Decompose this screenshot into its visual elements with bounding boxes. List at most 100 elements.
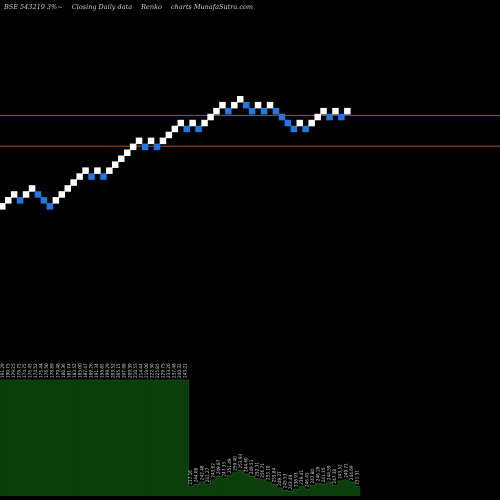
renko-brick-up <box>129 143 137 151</box>
volume-tick-label: 195.85 <box>100 363 105 378</box>
volume-bar <box>271 484 278 496</box>
volume-bar <box>144 380 150 496</box>
volume-bar <box>27 380 34 496</box>
renko-brick-up <box>296 119 303 127</box>
volume-tick-label: 199.29 <box>105 363 110 378</box>
renko-brick-up <box>0 203 6 210</box>
volume-tick-label: 187.47 <box>83 363 88 378</box>
volume-bar <box>204 484 211 496</box>
volume-tick-label: 176.50 <box>44 363 49 378</box>
volume-bar <box>188 486 195 496</box>
volume-tick-label: 247.38 <box>332 469 337 484</box>
volume-tick-label: 225.85 <box>155 363 160 378</box>
renko-brick-down <box>195 125 202 133</box>
volume-bar <box>110 380 117 496</box>
volume-bar <box>337 480 344 496</box>
volume-bar <box>288 491 294 496</box>
renko-brick-up <box>5 197 12 204</box>
volume-bar <box>238 470 244 496</box>
renko-brick-up <box>308 119 315 127</box>
volume-tick-label: 246.45 <box>304 472 309 487</box>
renko-brick-down <box>34 191 42 198</box>
renko-brick-up <box>147 137 155 145</box>
renko-brick-down <box>248 107 256 115</box>
renko-brick-up <box>106 167 113 174</box>
volume-tick-label: 210.53 <box>133 363 138 378</box>
renko-bricks <box>0 96 351 210</box>
volume-bar <box>216 476 222 496</box>
renko-brick-up <box>231 101 238 109</box>
volume-bar <box>22 380 28 496</box>
volume-outline <box>0 379 360 492</box>
volume-tick-label: 183.52 <box>72 363 77 378</box>
volume-tick-label: 249.71 <box>343 463 348 478</box>
volume-tick-label: 175.44 <box>39 363 44 378</box>
volume-bar <box>121 380 128 496</box>
volume-bar <box>326 482 333 496</box>
volume-bar <box>182 380 189 496</box>
volume-bar <box>265 482 272 496</box>
volume-tick-label: 174.52 <box>33 363 38 378</box>
volume-bar <box>44 380 51 496</box>
volume-tick-label: 179.25 <box>11 363 16 378</box>
volume-bar <box>304 489 311 496</box>
volume-tick-label: 176.45 <box>28 363 33 378</box>
volume-tick-label: 243.49 <box>288 474 293 489</box>
volume-area <box>0 379 361 496</box>
volume-bar <box>260 479 267 496</box>
volume-bar <box>321 484 328 496</box>
volume-bar <box>83 380 89 496</box>
volume-tick-label: 178.75 <box>16 363 21 378</box>
volume-bar <box>354 486 361 496</box>
renko-brick-down <box>100 173 107 180</box>
renko-brick-down <box>88 173 95 180</box>
chart-kind-label: Renko <box>141 3 162 11</box>
volume-tick-label: 238.93 <box>293 472 298 487</box>
volume-bar <box>155 380 161 496</box>
volume-tick-label: 252.31 <box>255 462 260 477</box>
volume-bar <box>160 380 167 496</box>
volume-tick-label: 209.39 <box>127 363 132 378</box>
renko-brick-up <box>320 107 327 115</box>
volume-tick-label: 203.52 <box>111 363 116 378</box>
renko-brick-down <box>272 107 280 115</box>
volume-tick-label: 237.16 <box>188 470 193 485</box>
chart-header: BSE 543219 3%~ Closing Daily data Renko … <box>4 3 260 11</box>
volume-tick-label: 190.75 <box>5 363 10 378</box>
volume-bar <box>94 380 100 496</box>
volume-tick-label: 249.51 <box>249 459 254 474</box>
volume-tick-label: 255.84 <box>271 467 276 482</box>
volume-tick-label: 251.31 <box>354 470 359 485</box>
renko-brick-up <box>159 137 167 145</box>
volume-bar <box>116 380 123 496</box>
volume-bar <box>282 490 289 496</box>
renko-brick-down <box>183 125 190 133</box>
symbol-label: BSE 543219 3%~ <box>4 3 63 11</box>
volume-tick-label: 244.69 <box>349 465 354 480</box>
volume-tick-label: 243.52 <box>338 464 343 479</box>
volume-bar <box>72 380 78 496</box>
renko-brick-down <box>302 125 309 133</box>
volume-tick-label: 237.48 <box>172 363 177 378</box>
volume-bar <box>5 380 12 496</box>
volume-tick-label: 246.29 <box>316 466 321 481</box>
volume-bar <box>149 380 156 496</box>
description-label: Closing Daily data <box>71 3 133 11</box>
renko-brick-down <box>290 125 298 133</box>
volume-bar <box>254 478 261 496</box>
volume-tick-label: 185.00 <box>77 363 82 378</box>
volume-bar <box>343 479 350 496</box>
volume-bar <box>171 380 178 496</box>
renko-brick-down <box>225 107 232 115</box>
renko-brick-down <box>326 113 333 121</box>
renko-brick-up <box>207 113 214 121</box>
volume-tick-labels: 191.29 190.75 179.25 178.75 174.75 176.45 174.… <box>0 363 359 489</box>
volume-bar <box>138 380 145 496</box>
volume-bar <box>315 483 322 496</box>
volume-tick-label: 179.48 <box>55 363 60 378</box>
renko-brick-up <box>82 167 89 174</box>
volume-bar <box>177 380 184 496</box>
renko-brick-up <box>177 119 184 127</box>
renko-brick-down <box>46 203 54 210</box>
